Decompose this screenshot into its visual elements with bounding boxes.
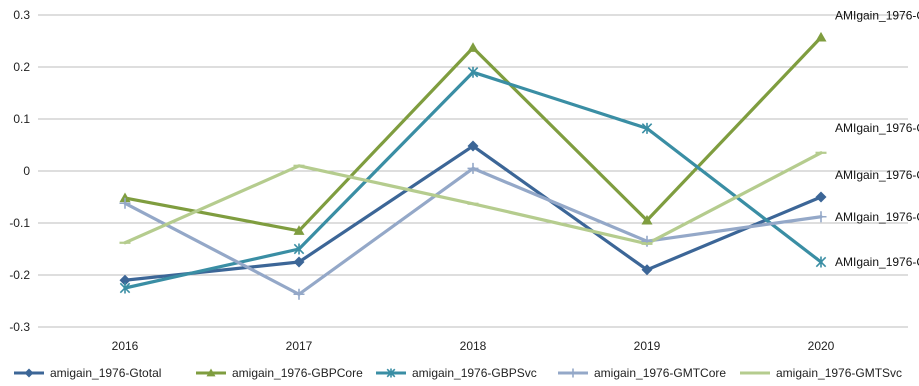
data-point [119,274,131,286]
legend-label: amigain_1976-GMTCore [594,366,726,380]
y-tick-label: -0.1 [9,216,30,230]
series-end-label: AMIgain_1976-GBPCore [835,8,919,22]
legend-label: amigain_1976-Gtotal [50,366,161,380]
series-line [123,35,823,233]
data-point [24,368,34,378]
data-point [467,66,479,78]
data-point [467,140,479,152]
series-end-label: AMIgain_1976-GMTSvc [835,121,919,135]
series-end-label: AMIgain_1976-Gtotal [835,168,919,182]
y-tick-label: 0.2 [13,60,30,74]
legend: amigain_1976-Gtotal amigain_1976-GBPCore a… [14,366,902,380]
y-tick-label: 0 [23,164,30,178]
data-point [293,243,305,255]
x-tick-label: 2020 [808,339,835,353]
data-point [119,282,131,294]
series-markers [119,31,827,300]
x-tick-label: 2017 [286,339,313,353]
data-point [641,264,653,276]
series-end-labels: AMIgain_1976-Gtotal AMIgain_1976-GBPCore A… [835,8,919,269]
data-point [815,31,827,42]
data-point [815,256,827,268]
x-tick-label: 2016 [112,339,139,353]
data-point [293,256,305,268]
data-point [815,191,827,203]
legend-label: amigain_1976-GBPSvc [412,366,537,380]
x-tick-label: 2018 [460,339,487,353]
legend-label: amigain_1976-GBPCore [232,366,363,380]
series-line [123,70,823,290]
data-point [119,192,131,203]
x-tick-label: 2019 [634,339,661,353]
series-end-label: AMIgain_1976-GMTCore [835,210,919,224]
data-point [568,368,578,378]
y-tick-label: 0.3 [13,8,30,22]
data-point [293,288,305,300]
data-point [206,368,216,377]
x-axis: 2016 2017 2018 2019 2020 [112,339,835,353]
data-point [119,197,131,209]
data-point [641,122,653,134]
data-point [293,225,305,235]
data-point [467,42,479,52]
data-point [467,162,479,174]
data-point [386,368,396,378]
data-point [641,235,653,247]
y-tick-label: 0.1 [13,112,30,126]
series-end-label: AMIgain_1976-GBPSvc [835,255,919,269]
y-axis: 0.3 0.2 0.1 0 -0.1 -0.2 -0.3 [9,8,30,334]
y-tick-label: -0.2 [9,268,30,282]
data-point [815,211,827,223]
data-point [641,214,653,225]
legend-label: amigain_1976-GMTSvc [776,366,902,380]
y-tick-label: -0.3 [9,320,30,334]
